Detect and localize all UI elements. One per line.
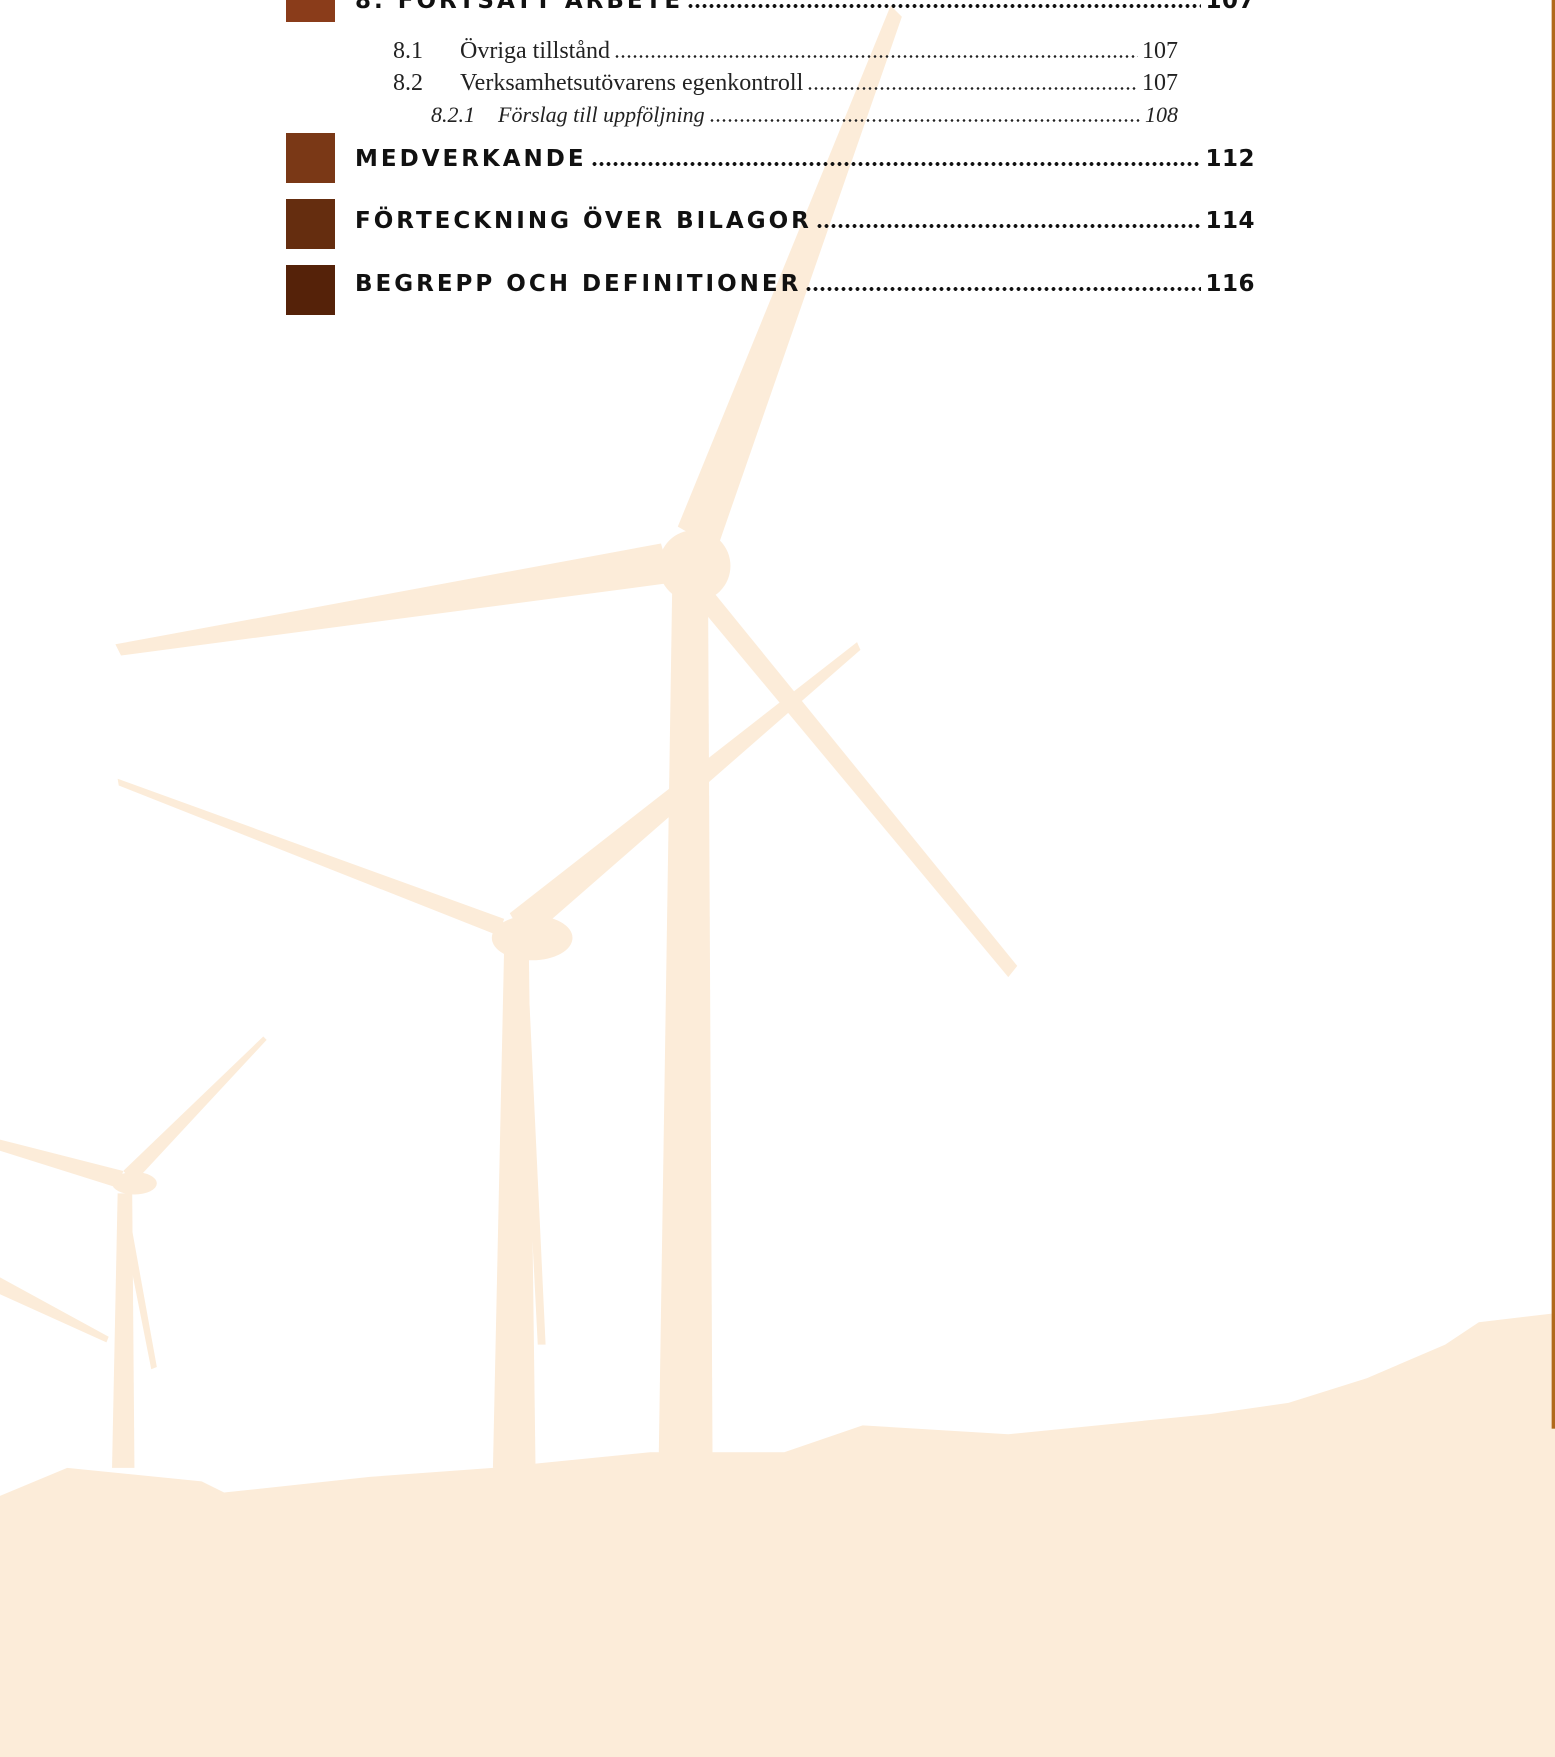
page-number: 107 (1205, 0, 1255, 14)
page-number: 108 (1145, 102, 1178, 128)
toc-entry[interactable]: BEGREPP OCH DEFINITIONER 116 (355, 271, 1255, 297)
chapter-marker (286, 199, 335, 249)
subsection-number: 8.2.1 (431, 102, 498, 128)
toc-entry[interactable]: 8.2.1 Förslag till uppföljning 108 (431, 102, 1178, 128)
chapter-marker (286, 265, 335, 315)
toc-entry[interactable]: FÖRTECKNING ÖVER BILAGOR 114 (355, 208, 1255, 234)
chapter-title: BEGREPP OCH DEFINITIONER (355, 271, 801, 297)
page-number: 107 (1142, 70, 1178, 97)
wind-turbine-background (0, 0, 1555, 1757)
section-number: 8.2 (393, 70, 460, 97)
subsection-title: Förslag till uppföljning (498, 102, 705, 128)
page-number: 116 (1205, 271, 1255, 297)
toc-entry[interactable]: MEDVERKANDE 112 (355, 146, 1255, 172)
toc-entry[interactable]: 8.1 Övriga tillstånd 107 (393, 38, 1178, 65)
page-number: 112 (1205, 146, 1255, 172)
section-title: Övriga tillstånd (460, 38, 610, 65)
toc-entry[interactable]: 8.2 Verksamhetsutövarens egenkontroll 10… (393, 70, 1178, 97)
chapter-title: FORTSATT ARBETE (398, 0, 683, 14)
chapter-marker (286, 0, 335, 22)
section-number: 8.1 (393, 38, 460, 65)
section-title: Verksamhetsutövarens egenkontroll (460, 70, 803, 97)
chapter-marker (286, 133, 335, 183)
page: {"toc": { "chapters": [ {"number": "8.",… (0, 0, 1555, 1757)
chapter-title: FÖRTECKNING ÖVER BILAGOR (355, 208, 812, 234)
chapter-number: 8. (355, 0, 386, 14)
toc-entry[interactable]: 8. FORTSATT ARBETE 107 (355, 0, 1255, 14)
chapter-title: MEDVERKANDE (355, 146, 587, 172)
page-number: 107 (1142, 38, 1178, 65)
page-number: 114 (1205, 208, 1255, 234)
